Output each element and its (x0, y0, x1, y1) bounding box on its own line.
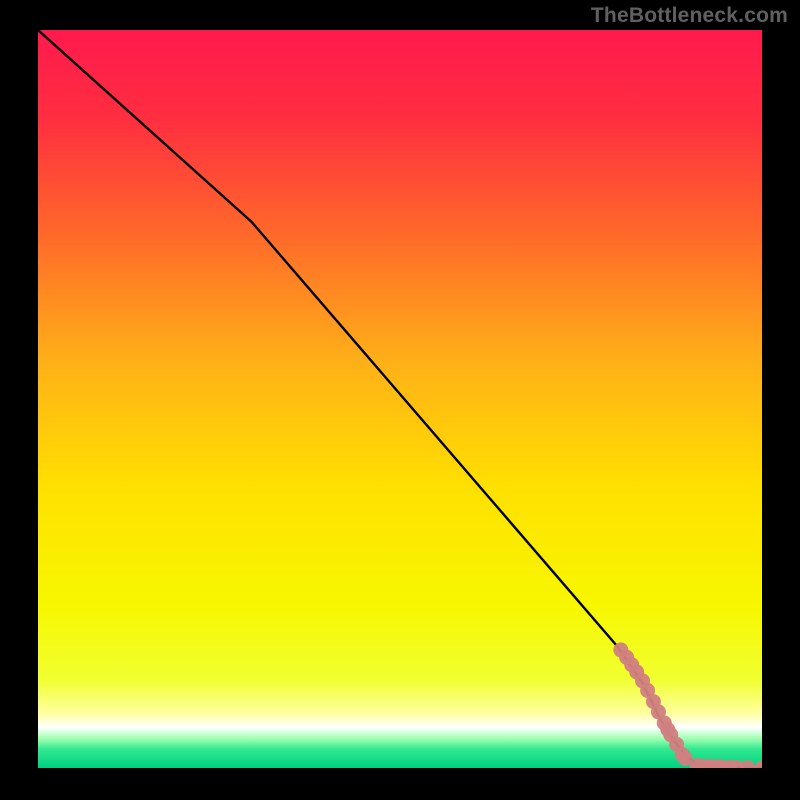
data-layer (38, 30, 762, 768)
chart-frame: TheBottleneck.com (0, 0, 800, 800)
scatter-point (740, 760, 755, 768)
scatter-point (755, 761, 763, 769)
scatter-group (613, 642, 762, 768)
plot-area (38, 30, 762, 768)
watermark-text: TheBottleneck.com (591, 4, 788, 28)
curve-line (38, 30, 762, 768)
